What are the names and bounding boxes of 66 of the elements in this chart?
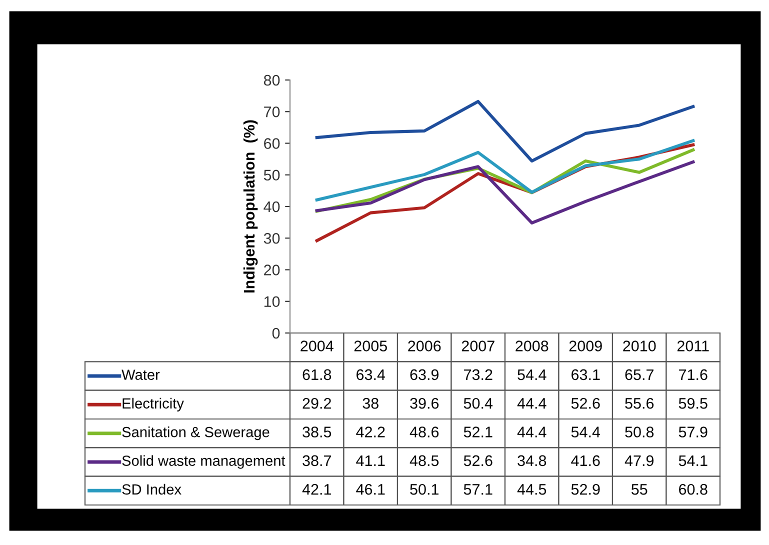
data-label: 42.2 xyxy=(356,426,385,438)
x-tick-label: 2009 xyxy=(569,340,602,352)
legend-label: Water xyxy=(122,370,160,380)
data-label: 73.2 xyxy=(464,369,492,380)
line-series xyxy=(315,139,695,202)
data-label: 41.1 xyxy=(356,455,385,466)
y-tick-label: 0 xyxy=(272,328,280,339)
y-axis-title: Indigent population (%) xyxy=(243,120,258,292)
data-label: 59.5 xyxy=(678,398,708,409)
data-label: 38.7 xyxy=(302,455,331,466)
data-label: 57.9 xyxy=(678,426,708,438)
data-label: 48.5 xyxy=(410,455,439,466)
data-label: 50.1 xyxy=(410,484,438,495)
data-label: 48.6 xyxy=(410,426,439,438)
legend-label: Electricity xyxy=(122,398,184,412)
data-label: 50.4 xyxy=(464,398,493,409)
data-label: 54.1 xyxy=(678,455,708,466)
data-label: 44.4 xyxy=(517,426,546,438)
x-tick-label: 2008 xyxy=(516,340,548,352)
y-tick-label: 30 xyxy=(264,232,280,244)
legend-label: Sanitation & Sewerage xyxy=(122,426,270,440)
x-tick-label: 2011 xyxy=(677,340,709,352)
y-tick-label: 20 xyxy=(264,264,280,276)
y-tick-label: 80 xyxy=(264,74,280,86)
y-tick-label: 70 xyxy=(264,106,280,118)
data-label: 57.1 xyxy=(464,484,492,495)
y-tick-label: 40 xyxy=(264,201,280,212)
data-label: 71.6 xyxy=(679,369,708,380)
data-label: 60.8 xyxy=(679,484,708,495)
legend-label: SD Index xyxy=(122,484,182,495)
data-label: 44.4 xyxy=(517,398,546,409)
data-label: 63.9 xyxy=(410,369,439,380)
data-label: 65.7 xyxy=(625,369,654,380)
data-label: 52.1 xyxy=(464,426,492,438)
data-label: 38 xyxy=(362,398,378,409)
data-label: 52.9 xyxy=(571,484,600,495)
data-label: 42.1 xyxy=(302,484,331,495)
data-label: 61.8 xyxy=(302,369,332,380)
data-label: 50.8 xyxy=(625,426,654,438)
y-tick-label: 60 xyxy=(264,138,280,149)
data-label: 52.6 xyxy=(571,398,600,409)
data-label: 41.6 xyxy=(571,455,600,466)
data-label: 44.5 xyxy=(517,484,546,495)
data-label: 54.4 xyxy=(518,369,546,380)
y-tick-label: 10 xyxy=(264,296,280,308)
line-series xyxy=(315,100,695,162)
data-label: 63.1 xyxy=(572,369,600,380)
y-tick-label: 50 xyxy=(264,170,280,181)
x-tick-label: 2006 xyxy=(408,340,441,352)
x-tick-label: 2005 xyxy=(354,340,387,352)
data-label: 47.9 xyxy=(624,455,654,466)
data-label: 52.6 xyxy=(464,455,492,466)
data-label: 54.4 xyxy=(571,426,600,438)
data-label: 55 xyxy=(631,484,648,495)
legend-label: Solid waste management xyxy=(122,455,286,469)
data-label: 34.8 xyxy=(518,455,546,466)
x-tick-label: 2010 xyxy=(623,340,656,352)
data-label: 39.6 xyxy=(410,398,439,409)
data-label: 46.1 xyxy=(356,484,385,495)
data-label: 63.4 xyxy=(356,369,386,380)
line-series xyxy=(315,160,695,224)
data-label: 55.6 xyxy=(625,398,654,409)
x-tick-label: 2004 xyxy=(300,340,334,352)
data-label: 38.5 xyxy=(302,426,332,438)
x-tick-label: 2007 xyxy=(462,340,494,352)
data-label: 29.2 xyxy=(302,398,331,409)
